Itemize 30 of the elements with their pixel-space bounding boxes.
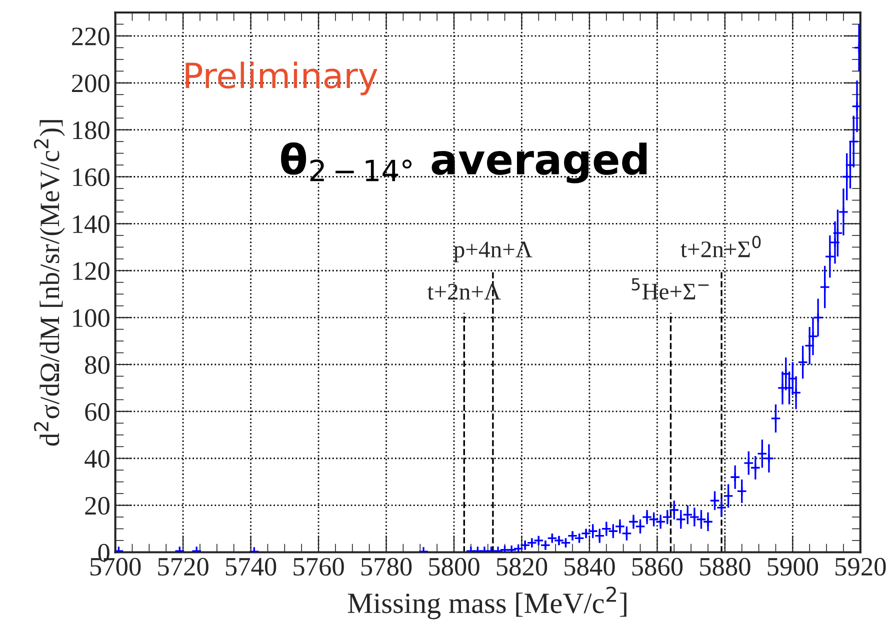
x-tick-label: 5860 — [632, 558, 683, 576]
x-tick-label: 5740 — [226, 558, 276, 576]
x-tick-label: 5920 — [836, 558, 886, 576]
x-axis-title: Missing mass [MeV/c$^{2}$] — [348, 586, 626, 620]
x-tick-label: 5780 — [361, 558, 412, 576]
y-tick-label: 180 — [73, 121, 110, 140]
annotation: t+2n+Λ — [427, 284, 501, 300]
y-tick-label: 60 — [85, 403, 110, 421]
x-tick-label: 5880 — [700, 558, 750, 576]
annotation: t+2n+Σ$^{0}$ — [680, 236, 761, 258]
x-tick-label: 5900 — [768, 558, 818, 576]
x-tick-label: 5760 — [294, 558, 344, 576]
y-tick-label: 40 — [84, 450, 110, 468]
annotation: Preliminary — [186, 62, 378, 96]
x-tick-label: 5720 — [158, 558, 208, 576]
annotation: p+4n+Λ — [454, 242, 532, 262]
x-tick-label: 5840 — [564, 558, 615, 576]
annotation: θ$_{2−14°}$ averaged — [281, 142, 647, 184]
y-tick-label: 160 — [73, 168, 110, 186]
annotation: $^{5}$He+Σ$^{−}$ — [632, 278, 709, 300]
y-tick-label: 20 — [85, 496, 110, 515]
y-tick-label: 200 — [72, 74, 110, 92]
y-tick-label: 100 — [73, 309, 110, 327]
y-tick-label: 80 — [85, 356, 110, 374]
y-tick-label: 220 — [72, 28, 110, 46]
x-tick-label: 5820 — [496, 558, 548, 576]
y-tick-label: 140 — [73, 215, 110, 234]
x-tick-label: 5800 — [429, 558, 480, 576]
y-tick-label: 120 — [73, 262, 110, 280]
y-axis-title: d$^{2}$σ/dΩ/dM [nb/sr/(MeV/c$^{2}$)] — [34, 120, 65, 446]
